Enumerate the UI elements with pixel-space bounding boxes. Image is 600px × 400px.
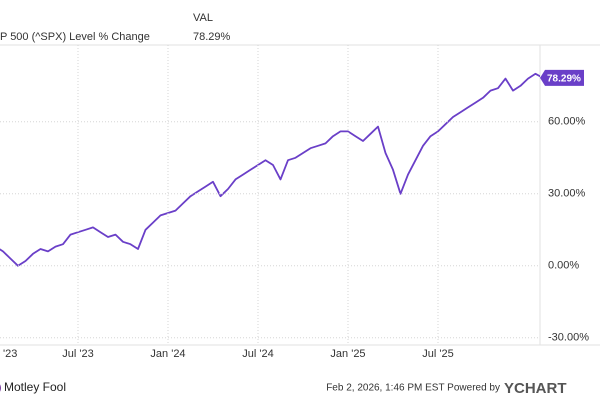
value-label-box (540, 69, 584, 86)
brand: YCHART (504, 380, 567, 397)
legend-name: P 500 (^SPX) Level % Change (0, 31, 150, 43)
legend-value: 78.29% (193, 31, 231, 43)
x-tick-label: '23 (3, 348, 17, 360)
value-label: 78.29% (547, 74, 581, 85)
x-tick-label: Jul '24 (242, 348, 273, 360)
header-column: VAL (193, 12, 213, 24)
line (0, 72, 540, 267)
footer: Feb 2, 2026, 1:46 PM EST Powered by (326, 383, 500, 394)
source: Motley Fool (4, 380, 66, 394)
x-tick-label: Jan '25 (330, 348, 365, 360)
y-tick-label: -30.00% (548, 332, 589, 344)
y-tick-label: 60.00% (548, 116, 586, 128)
x-tick-label: Jul '25 (422, 348, 453, 360)
y-tick-label: 30.00% (548, 188, 586, 200)
x-tick-label: Jan '24 (150, 348, 185, 360)
y-tick-label: 0.00% (548, 260, 579, 272)
logo (0, 384, 1, 392)
x-tick-label: Jul '23 (62, 348, 93, 360)
